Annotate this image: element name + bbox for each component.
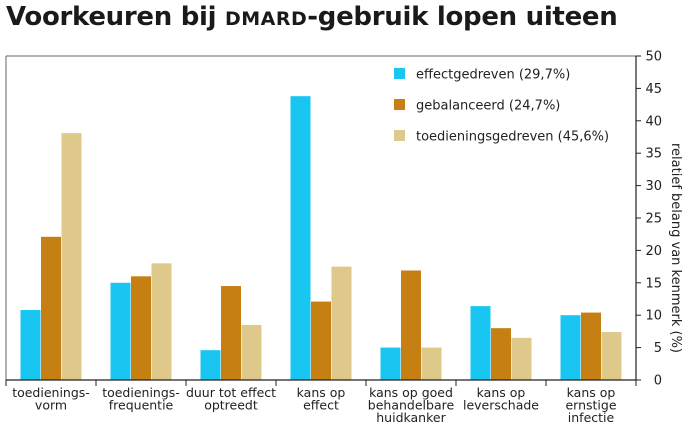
x-category-label: kans op [297, 385, 346, 400]
legend-label: effectgedreven (29,7%) [416, 68, 570, 83]
bar-series-2 [491, 328, 511, 380]
bar-series-2 [221, 286, 241, 380]
y-axis-title: relatief belang van kenmerk (%) [668, 143, 683, 353]
bar-series-1 [560, 315, 581, 380]
bar-series-3 [151, 263, 172, 380]
bar-series-2 [131, 276, 151, 380]
x-category-label: effect [303, 398, 339, 413]
title-part-3: -gebruik lopen uiteen [307, 2, 618, 32]
bar-series-1 [110, 282, 131, 380]
chart-title: Voorkeuren bij DMARD-gebruik lopen uitee… [6, 2, 618, 32]
bar-series-2 [581, 312, 601, 380]
bar-series-3 [331, 266, 352, 380]
x-category-label: vorm [35, 398, 67, 413]
y-tick-label: 20 [645, 244, 662, 259]
bar-series-3 [601, 332, 622, 380]
y-tick-label: 35 [645, 147, 662, 162]
y-tick-label: 40 [645, 114, 662, 129]
x-category-label: leverschade [463, 398, 539, 413]
bar-series-1 [380, 347, 401, 380]
bar-series-1 [200, 350, 221, 380]
y-tick-label: 50 [645, 50, 662, 65]
x-category-label: frequentie [109, 398, 174, 413]
bar-series-3 [511, 337, 532, 380]
x-category-label: kans op [477, 385, 526, 400]
x-category-label: kans op goed [369, 385, 453, 400]
legend-label: toedieningsgedreven (45,6%) [416, 130, 609, 145]
y-tick-label: 30 [645, 179, 662, 194]
bar-series-2 [401, 270, 421, 380]
bar-series-2 [41, 236, 61, 380]
bar-series-3 [61, 133, 82, 380]
x-category-label: huidkanker [376, 410, 446, 425]
y-tick-label: 10 [645, 309, 662, 324]
x-category-label: behandelbare [368, 398, 455, 413]
bar-series-2 [311, 301, 331, 380]
y-tick-label: 25 [645, 212, 662, 227]
x-category-label: kans op [567, 385, 616, 400]
y-tick-label: 5 [654, 341, 662, 356]
bar-series-1 [470, 306, 491, 380]
x-category-label: infectie [568, 410, 615, 425]
bar-series-1 [290, 96, 311, 381]
y-tick-label: 15 [645, 276, 662, 291]
bar-series-3 [241, 324, 262, 380]
legend-swatch [394, 130, 405, 141]
x-category-label: optreedt [204, 398, 258, 413]
bar-series-1 [20, 310, 41, 380]
title-part-1: Voorkeuren bij [6, 2, 225, 32]
bar-series-3 [421, 347, 442, 380]
x-category-label: toedienings- [12, 385, 90, 400]
x-category-label: duur tot effect [186, 385, 276, 400]
legend-swatch [394, 99, 405, 110]
y-tick-label: 0 [654, 374, 662, 389]
x-category-label: ernstige [565, 398, 616, 413]
x-category-label: toedienings- [102, 385, 180, 400]
legend-label: gebalanceerd (24,7%) [416, 99, 560, 114]
title-part-2: DMARD [225, 8, 308, 30]
y-tick-label: 45 [645, 82, 662, 97]
legend-swatch [394, 68, 405, 79]
